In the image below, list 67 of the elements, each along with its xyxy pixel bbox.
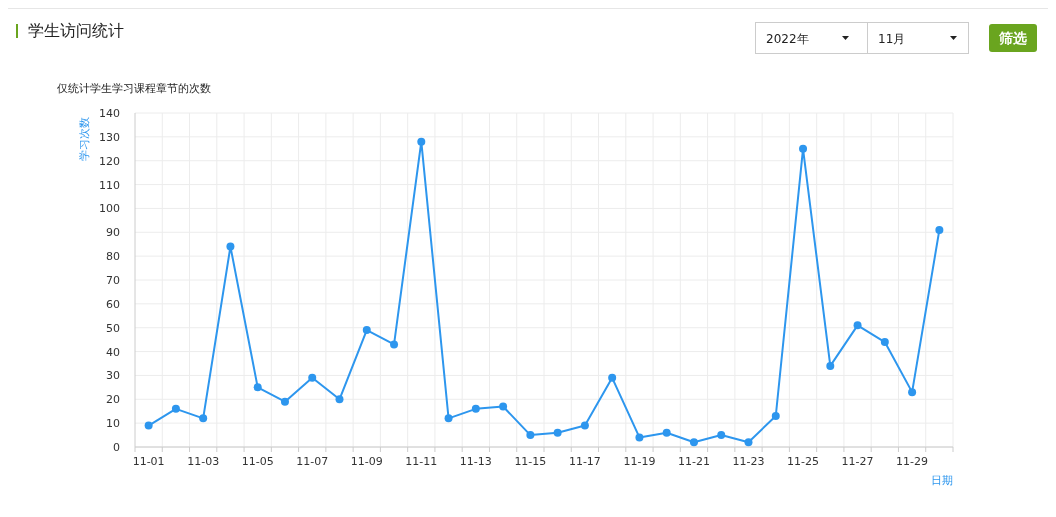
point [199, 414, 208, 423]
point [935, 225, 944, 234]
y-tick-label: 20 [106, 393, 120, 407]
x-tick-label: 11-23 [732, 455, 765, 468]
point [280, 397, 289, 406]
x-tick-label: 11-13 [459, 455, 492, 468]
y-tick-label: 90 [106, 226, 120, 240]
point [417, 137, 426, 146]
x-tick-label: 11-29 [896, 455, 929, 468]
x-tick-label: 11-05 [241, 455, 274, 468]
x-tick-label: 11-09 [350, 455, 383, 468]
year-dropdown: 2022年 [755, 22, 868, 54]
x-tick-label: 11-01 [132, 455, 165, 468]
point [717, 431, 726, 440]
y-tick-label: 40 [106, 345, 120, 359]
y-tick-label: 10 [106, 417, 120, 431]
y-tick-label: 100 [99, 202, 120, 216]
point [471, 404, 480, 413]
point [608, 373, 617, 382]
month-dropdown: 11月 [867, 22, 969, 54]
y-tick-label: 60 [106, 297, 120, 311]
x-tick-label: 11-27 [841, 455, 874, 468]
x-tick-label: 11-07 [296, 455, 329, 468]
y-tick-label: 70 [106, 274, 120, 287]
x-tick-label: 11-21 [677, 455, 710, 468]
point [826, 361, 835, 370]
x-tick-label: 11-19 [623, 455, 656, 468]
x-tick-label: 11-25 [787, 455, 820, 468]
point [499, 402, 508, 411]
point [880, 338, 889, 347]
point [853, 321, 862, 330]
y-axis-title: 学习次数 [78, 117, 91, 161]
point [335, 395, 344, 404]
filter-button: 筛选 [989, 24, 1037, 52]
point [689, 438, 698, 447]
y-tick-label: 120 [99, 154, 120, 168]
point [171, 404, 180, 413]
y-tick-label: 80 [106, 250, 120, 264]
point [580, 421, 589, 430]
chart-subtitle: 仅统计学生学习课程章节的次数 [57, 82, 211, 95]
point [253, 383, 262, 392]
x-tick-label: 11-11 [405, 455, 438, 468]
point [144, 421, 153, 430]
point [390, 340, 399, 349]
point [771, 411, 780, 420]
point [226, 242, 235, 251]
point [744, 438, 753, 447]
point [908, 388, 917, 397]
point [362, 326, 371, 335]
point [526, 431, 535, 440]
x-tick-label: 11-03 [187, 455, 220, 468]
y-tick-label: 110 [99, 178, 120, 192]
y-tick-label: 30 [106, 369, 120, 383]
y-tick-label: 50 [106, 321, 120, 335]
point [662, 428, 671, 437]
y-tick-label: 140 [99, 107, 120, 120]
point [799, 144, 808, 153]
point [444, 414, 453, 423]
x-tick-label: 11-15 [514, 455, 547, 468]
point [553, 428, 562, 437]
y-tick-label: 130 [99, 130, 120, 144]
point [635, 433, 644, 442]
x-tick-label: 11-17 [568, 455, 601, 468]
point [308, 373, 317, 382]
y-tick-label: 0 [113, 441, 120, 454]
chart-title: 学生访问统计 [28, 21, 124, 40]
x-axis-title: 日期 [931, 474, 953, 487]
